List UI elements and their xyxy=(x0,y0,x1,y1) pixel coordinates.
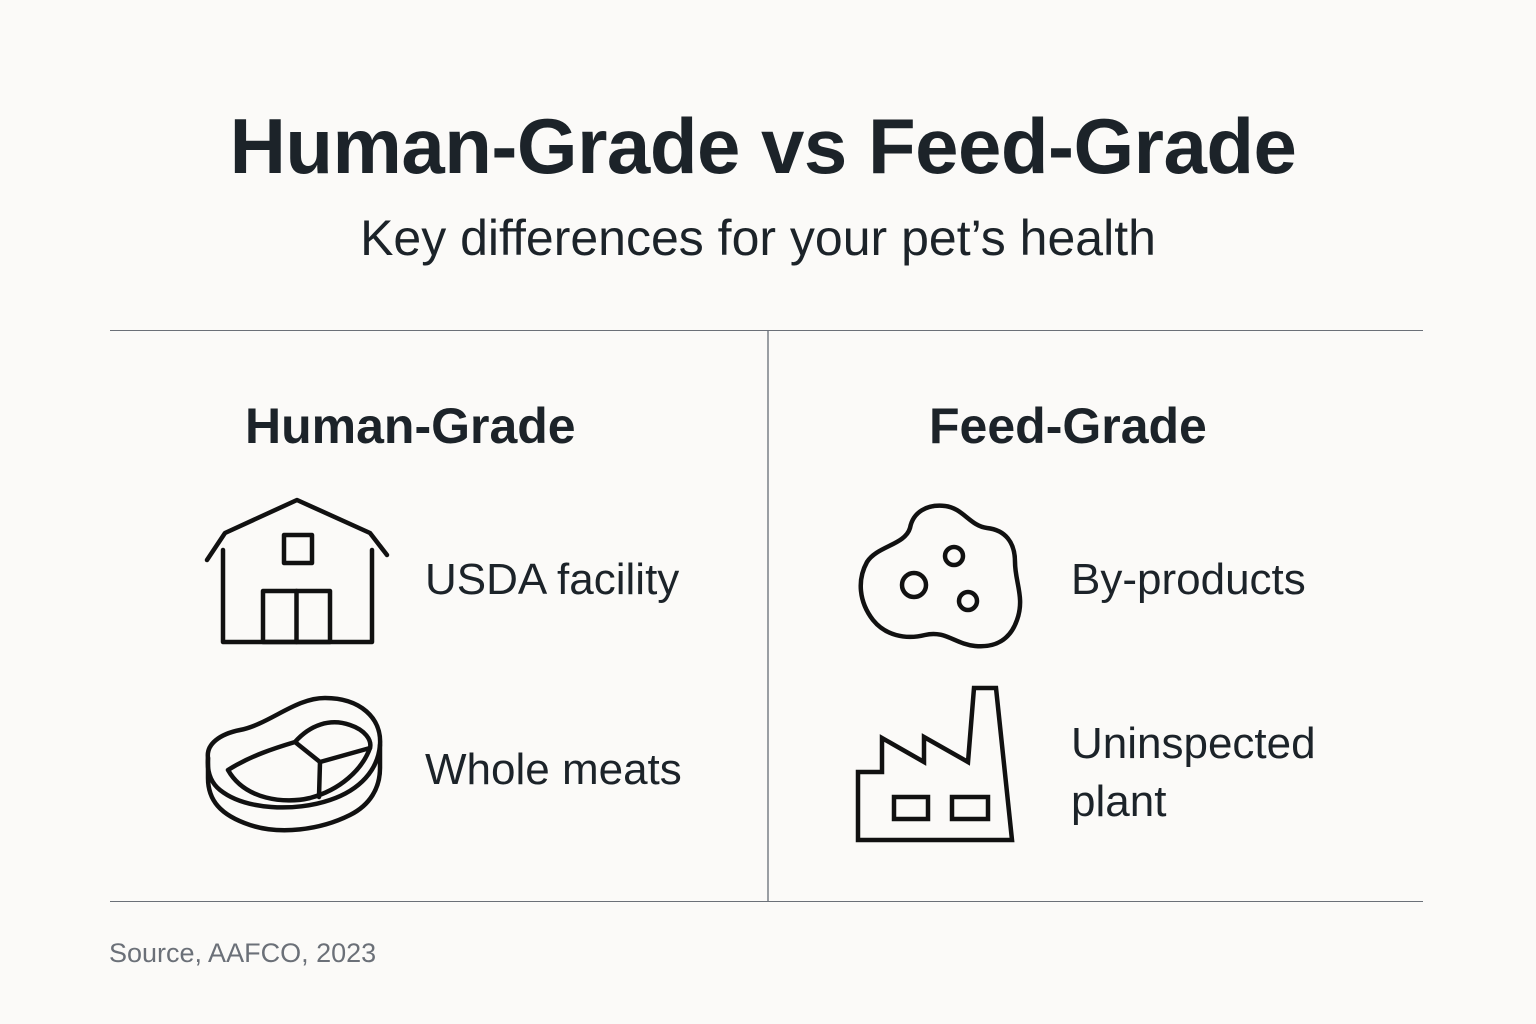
steak-icon xyxy=(205,695,383,833)
bottom-divider xyxy=(110,901,1423,902)
column-divider xyxy=(767,331,769,901)
item-label-by-products: By-products xyxy=(1071,555,1306,604)
page-subtitle: Key differences for your pet’s health xyxy=(360,210,1156,266)
column-heading-human-grade: Human-Grade xyxy=(245,398,576,454)
item-label-whole-meats: Whole meats xyxy=(425,745,682,794)
source-citation: Source, AAFCO, 2023 xyxy=(109,938,377,968)
barn-icon xyxy=(204,497,390,645)
item-label-usda-facility: USDA facility xyxy=(425,555,680,604)
item-label-uninspected-plant: Uninspected plant xyxy=(1071,715,1316,831)
item-label-line-2: plant xyxy=(1071,777,1167,826)
page-title: Human-Grade vs Feed-Grade xyxy=(229,102,1297,190)
factory-icon xyxy=(855,685,1015,843)
item-label-line-1: Uninspected xyxy=(1071,719,1316,768)
top-divider xyxy=(110,330,1423,331)
by-products-blob-icon xyxy=(858,503,1023,649)
column-heading-feed-grade: Feed-Grade xyxy=(929,398,1207,454)
